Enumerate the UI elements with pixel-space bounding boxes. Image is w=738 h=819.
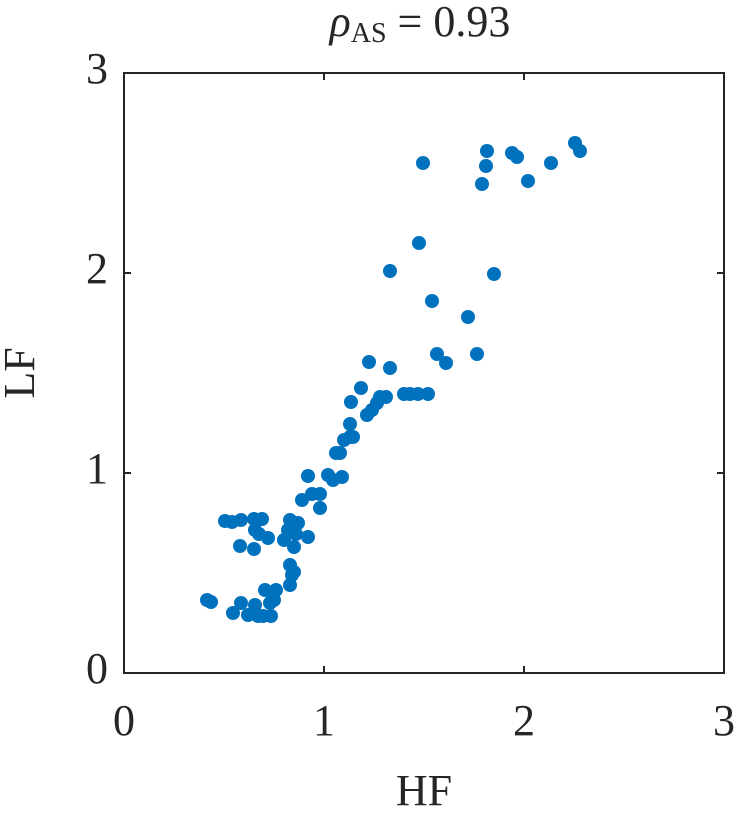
- scatter-point: [479, 159, 493, 173]
- x-tick-label: 2: [513, 696, 535, 745]
- scatter-point: [313, 487, 327, 501]
- scatter-point: [412, 236, 426, 250]
- plot-frame: [123, 72, 725, 674]
- scatter-point: [521, 174, 535, 188]
- scatter-point: [461, 310, 475, 324]
- scatter-point: [335, 470, 349, 484]
- scatter-point: [301, 530, 315, 544]
- scatter-point: [383, 264, 397, 278]
- scatter-point: [573, 144, 587, 158]
- scatter-point: [264, 609, 278, 623]
- scatter-point: [362, 355, 376, 369]
- scatter-point: [234, 513, 248, 527]
- scatter-point: [333, 446, 347, 460]
- chart-title: ρAS = 0.93: [328, 0, 511, 49]
- title-value: = 0.93: [387, 0, 511, 46]
- scatter-point: [354, 381, 368, 395]
- x-axis-label: HF: [396, 766, 452, 815]
- scatter-point: [421, 387, 435, 401]
- scatter-point: [411, 387, 425, 401]
- scatter-point: [487, 267, 501, 281]
- scatter-point: [255, 512, 269, 526]
- scatter-point: [544, 156, 558, 170]
- scatter-point: [226, 606, 240, 620]
- x-tick-label: 3: [713, 696, 735, 745]
- x-tick-label: 0: [113, 696, 135, 745]
- y-tick-label: 0: [86, 644, 108, 693]
- scatter-point: [301, 469, 315, 483]
- scatter-point: [287, 565, 301, 579]
- y-tick-label: 1: [86, 444, 108, 493]
- scatter-point: [439, 356, 453, 370]
- scatter-point: [383, 361, 397, 375]
- scatter-point: [261, 531, 275, 545]
- scatter-point: [470, 347, 484, 361]
- scatter-point: [480, 144, 494, 158]
- scatter-point: [233, 539, 247, 553]
- scatter-point: [425, 294, 439, 308]
- scatter-point: [247, 542, 261, 556]
- scatter-point: [258, 583, 272, 597]
- scatter-point: [346, 430, 360, 444]
- scatter-point: [291, 516, 305, 530]
- x-tick-label: 1: [313, 696, 335, 745]
- y-tick-label: 3: [86, 44, 108, 93]
- scatter-point: [248, 598, 262, 612]
- scatter-point: [289, 527, 303, 541]
- scatter-point: [234, 596, 248, 610]
- scatter-point: [344, 395, 358, 409]
- scatter-point: [313, 501, 327, 515]
- y-tick-label: 2: [86, 244, 108, 293]
- title-subscript: AS: [351, 18, 387, 49]
- scatter-point: [379, 390, 393, 404]
- scatter-point: [416, 156, 430, 170]
- scatter-point: [510, 150, 524, 164]
- scatter-point: [204, 595, 218, 609]
- scatter-point: [430, 347, 444, 361]
- scatter-point: [267, 593, 281, 607]
- scatter-point: [475, 177, 489, 191]
- y-axis-label: LF: [0, 347, 44, 398]
- scatter-point: [343, 417, 357, 431]
- scatter-point: [287, 540, 301, 554]
- title-symbol: ρ: [328, 0, 351, 46]
